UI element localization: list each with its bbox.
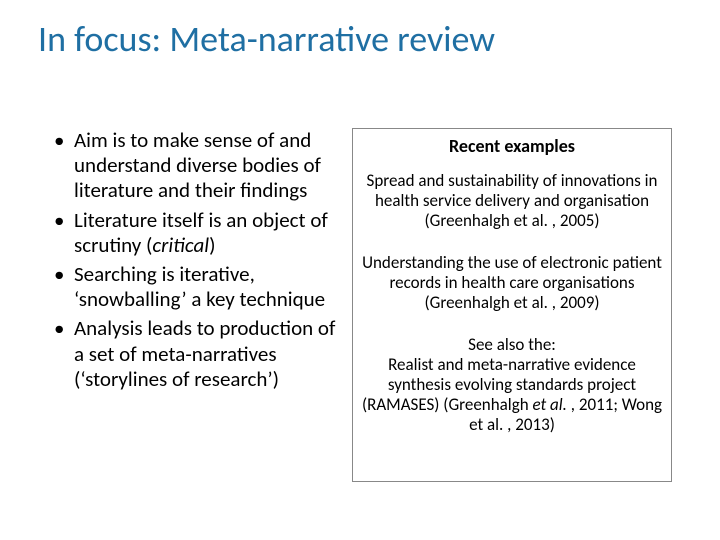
example-item: See also the:Realist and meta-narrative … [361,335,663,435]
slide: In focus: Meta-narrative review Aim is t… [0,0,720,540]
example-item: Understanding the use of electronic pati… [361,253,663,313]
example-item: Spread and sustainability of innovations… [361,171,663,231]
bullet-item: Aim is to make sense of and understand d… [74,128,344,204]
bullet-item: Analysis leads to production of a set of… [74,316,344,392]
bullet-text: Aim is to make sense of and understand d… [74,127,321,203]
left-column: Aim is to make sense of and understand d… [40,128,352,482]
right-column: Recent examples Spread and sustainabilit… [352,128,672,482]
bullet-text: Literature itself is an object of scruti… [74,207,328,258]
bullet-item: Literature itself is an object of scruti… [74,208,344,258]
bullet-text: Analysis leads to production of a set of… [74,315,335,391]
bullet-list: Aim is to make sense of and understand d… [40,128,344,392]
body-area: Aim is to make sense of and understand d… [40,128,680,482]
slide-title: In focus: Meta-narrative review [38,20,688,60]
examples-box: Recent examples Spread and sustainabilit… [352,128,672,482]
bullet-text: Searching is iterative, ‘snowballing’ a … [74,261,325,312]
examples-heading: Recent examples [361,135,663,157]
bullet-item: Searching is iterative, ‘snowballing’ a … [74,262,344,312]
